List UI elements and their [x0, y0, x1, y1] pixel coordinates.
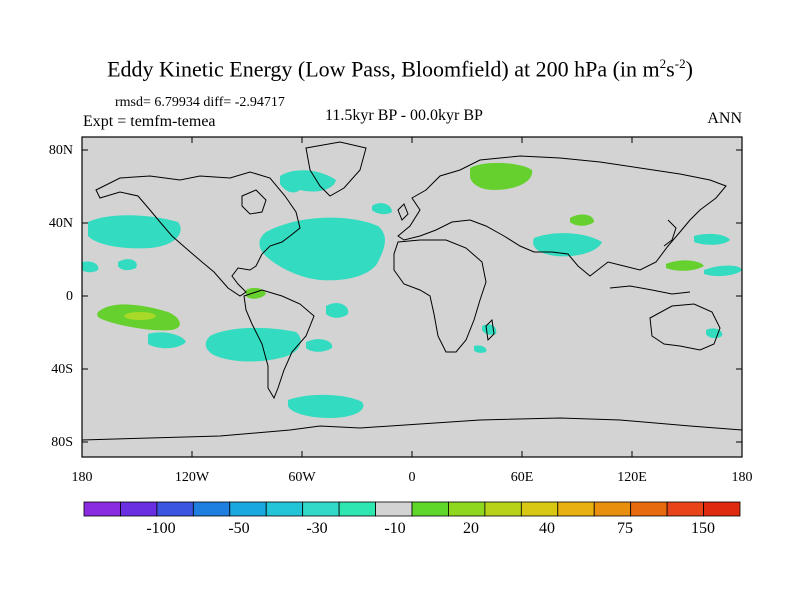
lat-label-80s: 80S	[51, 435, 73, 450]
coastlines	[81, 141, 743, 441]
colorbar-label-4: -10	[384, 520, 406, 537]
lat-label-40n: 40N	[48, 216, 73, 231]
colorbar-swatch	[375, 501, 413, 517]
colorbar-swatch	[666, 501, 704, 517]
colorbar-swatch	[265, 501, 304, 517]
strong-positive-regions	[124, 312, 156, 320]
lon-label-120w: 120W	[174, 470, 210, 485]
colorbar-label-3: -30	[306, 520, 328, 537]
colorbar-swatch	[83, 501, 121, 517]
colorbar-swatch	[411, 501, 449, 517]
axis-ticks	[81, 137, 743, 457]
lon-label-60w: 60W	[288, 470, 316, 485]
colorbar-swatch	[520, 501, 559, 517]
colorbar-label-5: 20	[463, 520, 479, 537]
season-label: ANN	[707, 110, 742, 127]
map-background	[82, 137, 742, 457]
period-label: 11.5kyr BP - 00.0kyr BP	[325, 107, 483, 124]
lat-label-40s: 40S	[51, 362, 73, 377]
colorbar-swatch	[338, 501, 376, 517]
lat-label-0: 0	[66, 289, 73, 304]
colorbar-swatch	[630, 501, 668, 517]
colorbar-swatch	[302, 501, 340, 517]
plot-title: Eddy Kinetic Energy (Low Pass, Bloomfiel…	[107, 56, 693, 82]
lon-label-0: 0	[408, 470, 416, 485]
negative-anomaly-regions	[82, 170, 742, 418]
colorbar-swatch	[120, 501, 158, 517]
colorbar-swatch	[557, 501, 595, 517]
colorbar-swatch	[448, 501, 486, 517]
lon-label-120e: 120E	[617, 470, 647, 485]
lon-label-60e: 60E	[510, 470, 534, 485]
colorbar-swatch	[229, 501, 267, 517]
colorbar-swatch	[192, 501, 231, 517]
colorbar-swatch	[156, 501, 194, 517]
colorbar-swatch	[703, 501, 741, 517]
colorbar-label-7: 75	[617, 520, 633, 537]
lon-label-180w: 180	[71, 470, 93, 485]
colorbar-label-1: -100	[146, 520, 176, 537]
colorbar-label-8: 150	[691, 520, 715, 537]
lon-label-180e: 180	[731, 470, 753, 485]
colorbar-swatch	[484, 501, 522, 517]
colorbar-label-2: -50	[228, 520, 250, 537]
colorbar-swatch	[593, 501, 632, 517]
colorbar-label-6: 40	[539, 520, 555, 537]
experiment-label: Expt = temfm-temea	[83, 113, 216, 130]
colorbar	[83, 501, 741, 517]
stats-text: rmsd= 6.79934 diff= -2.94717	[115, 95, 285, 110]
lat-label-80n: 80N	[48, 143, 73, 158]
